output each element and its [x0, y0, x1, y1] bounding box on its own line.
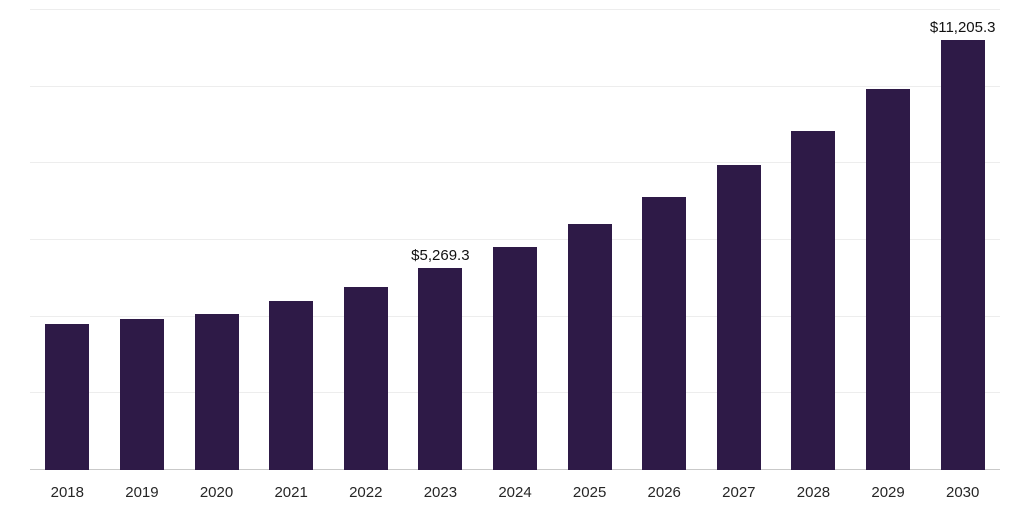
plot-area: [30, 9, 1000, 470]
data-label-2030: $11,205.3: [929, 19, 996, 37]
bar-2025: [567, 224, 612, 470]
x-tick-2021: 2021: [274, 484, 308, 501]
bar-2023: [418, 268, 463, 470]
bar-2020: [194, 313, 239, 470]
x-tick-2024: 2024: [498, 484, 532, 501]
gridline-12000: [30, 9, 1000, 10]
x-tick-2030: 2030: [946, 484, 980, 501]
bar-2019: [119, 319, 164, 470]
bar-2024: [493, 246, 537, 470]
bar-2026: [642, 196, 687, 470]
bar-2022: [343, 286, 388, 470]
x-tick-2018: 2018: [50, 484, 84, 501]
gridline-10000: [30, 85, 1000, 87]
x-tick-2022: 2022: [349, 484, 383, 501]
bar-2030: [940, 40, 985, 470]
data-label-2023: $5,269.3: [411, 247, 470, 264]
x-tick-2028: 2028: [796, 484, 831, 501]
x-tick-2025: 2025: [572, 484, 607, 501]
x-tick-2020: 2020: [199, 484, 234, 501]
bar-2027: [716, 165, 761, 470]
bar-2021: [269, 300, 314, 470]
gridline-8000: [30, 162, 1000, 164]
x-tick-2019: 2019: [125, 484, 159, 501]
bar-2028: [791, 131, 836, 470]
x-tick-2027: 2027: [722, 484, 756, 501]
bar-2018: [45, 323, 90, 470]
gridline-6000: [30, 239, 1000, 240]
x-tick-2023: 2023: [423, 484, 458, 501]
bar-2029: [866, 88, 911, 470]
x-tick-2026: 2026: [647, 484, 681, 501]
x-tick-2029: 2029: [871, 484, 905, 501]
